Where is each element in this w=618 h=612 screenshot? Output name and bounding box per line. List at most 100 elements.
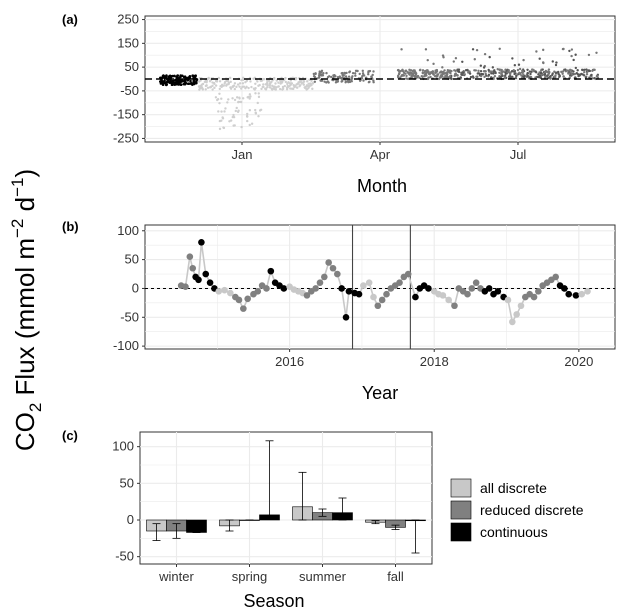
data-point — [184, 82, 188, 85]
data-point — [396, 76, 400, 79]
data-point — [217, 76, 221, 80]
data-point — [514, 76, 518, 80]
data-point — [534, 70, 537, 73]
data-point — [344, 75, 348, 78]
data-point — [229, 119, 233, 122]
data-point — [396, 279, 403, 286]
data-point — [512, 68, 515, 72]
data-point — [443, 76, 447, 79]
data-point — [437, 77, 441, 81]
data-point — [214, 79, 218, 83]
data-point — [305, 88, 308, 91]
data-point — [560, 70, 563, 74]
data-point — [254, 111, 257, 114]
data-point — [488, 55, 491, 59]
data-point — [452, 60, 455, 63]
data-point — [223, 110, 226, 113]
panel-a-y-ticks: 250 150 50 -50 -150 -250 — [113, 12, 145, 145]
data-point — [421, 69, 425, 72]
data-point — [314, 72, 317, 75]
data-point — [412, 293, 419, 301]
data-point — [448, 75, 452, 78]
data-point — [274, 82, 277, 85]
data-point — [541, 61, 545, 64]
data-point — [521, 69, 524, 72]
data-point — [215, 98, 219, 102]
data-point — [549, 77, 552, 80]
data-point — [498, 68, 501, 72]
data-point — [572, 58, 575, 62]
data-point — [262, 83, 265, 86]
data-point — [204, 84, 208, 88]
data-point — [332, 74, 335, 77]
data-point — [504, 68, 507, 71]
y-tick-label: 0 — [127, 512, 134, 527]
data-point — [530, 293, 538, 301]
data-point — [206, 279, 214, 286]
data-point — [454, 57, 458, 60]
data-point — [221, 84, 224, 87]
panel-b-series — [145, 225, 615, 349]
y-tick-label: -150 — [113, 107, 139, 122]
data-point — [300, 82, 303, 85]
data-point — [584, 76, 588, 79]
data-point — [248, 93, 252, 96]
data-point — [231, 97, 234, 100]
data-point — [367, 70, 370, 73]
data-point — [275, 86, 278, 89]
data-point — [574, 53, 577, 56]
data-point — [590, 73, 593, 77]
data-point — [198, 239, 205, 246]
data-point — [483, 70, 487, 73]
data-point — [195, 276, 202, 284]
data-point — [277, 81, 280, 84]
data-point — [173, 83, 177, 86]
data-point — [404, 69, 407, 73]
data-point — [467, 71, 470, 74]
data-point — [421, 71, 425, 75]
data-point — [260, 87, 263, 91]
data-point — [189, 264, 197, 272]
data-point — [263, 285, 270, 292]
x-tick-label: 2018 — [420, 354, 449, 369]
data-point — [241, 76, 245, 80]
data-point — [279, 82, 282, 85]
data-point — [246, 96, 249, 99]
data-point — [439, 292, 447, 299]
data-point — [176, 78, 179, 81]
data-point — [189, 79, 192, 83]
data-point — [214, 96, 218, 99]
data-point — [353, 72, 357, 75]
data-point — [222, 126, 225, 129]
data-point — [340, 80, 343, 83]
data-point — [254, 108, 257, 112]
data-point — [245, 112, 249, 116]
data-point — [275, 79, 278, 82]
data-point — [370, 293, 377, 301]
panel-a-x-ticks: Jan Apr Jul — [232, 142, 526, 162]
data-point — [372, 70, 375, 73]
data-point — [229, 80, 232, 84]
data-point — [231, 85, 234, 88]
data-point — [204, 88, 207, 91]
data-point — [356, 69, 359, 73]
panel-a-label: (a) — [62, 12, 78, 27]
data-point — [254, 82, 257, 85]
panel-c-x-label: Season — [243, 591, 304, 611]
data-point — [218, 119, 222, 123]
data-point — [220, 110, 223, 113]
data-point — [227, 81, 230, 84]
data-point — [378, 296, 386, 304]
data-point — [573, 72, 577, 76]
data-point — [442, 56, 445, 59]
data-point — [509, 318, 516, 326]
x-tick-label: spring — [232, 569, 267, 584]
data-point — [159, 82, 163, 85]
data-point — [516, 68, 520, 72]
data-point — [309, 82, 312, 85]
data-point — [595, 51, 598, 54]
data-point — [173, 78, 177, 82]
data-point — [274, 88, 277, 91]
data-point — [578, 290, 586, 298]
